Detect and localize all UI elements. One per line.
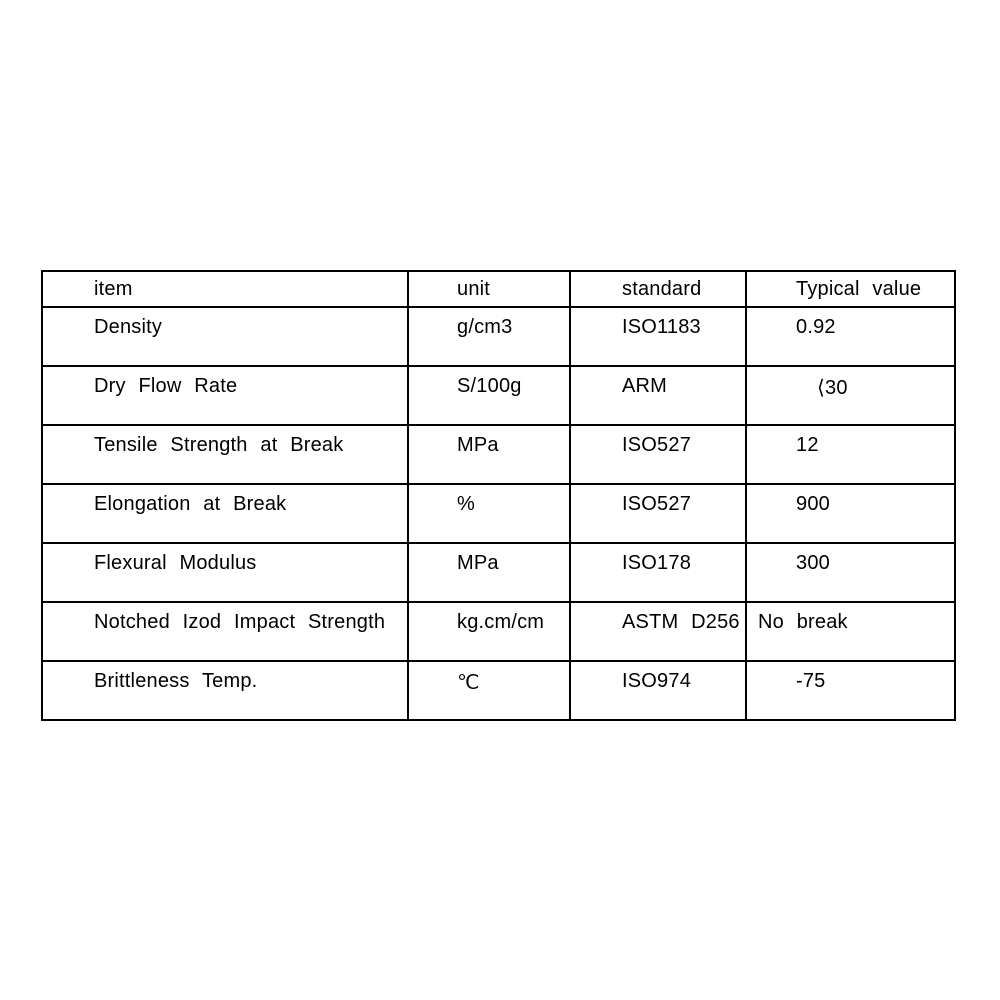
cell-r4-c3: 300 bbox=[745, 542, 956, 603]
column-header-item: item bbox=[41, 270, 409, 308]
cell-r3-c0: Elongation at Break bbox=[41, 483, 409, 544]
material-properties-table: item unit standard Typical value Density g/c… bbox=[41, 270, 956, 721]
cell-r2-c1: MPa bbox=[407, 424, 571, 485]
cell-r2-c2: ISO527 bbox=[569, 424, 747, 485]
cell-r6-c1: ℃ bbox=[407, 660, 571, 721]
cell-r1-c2: ARM bbox=[569, 365, 747, 426]
table-row: Brittleness Temp. ℃ ISO974 -75 bbox=[41, 660, 956, 721]
table-row: Density g/cm3 ISO1183 0.92 bbox=[41, 306, 956, 367]
column-header-standard: standard bbox=[569, 270, 747, 308]
cell-r0-c2: ISO1183 bbox=[569, 306, 747, 367]
table-row: Notched Izod Impact Strength kg.cm/cm ASTM… bbox=[41, 601, 956, 662]
cell-r2-c0: Tensile Strength at Break bbox=[41, 424, 409, 485]
column-header-typical-value: Typical value bbox=[745, 270, 956, 308]
cell-r1-c1: S/100g bbox=[407, 365, 571, 426]
table-row: Tensile Strength at Break MPa ISO527 12 bbox=[41, 424, 956, 485]
table-body: Density g/cm3 ISO1183 0.92 Dry Flow Rate S/10… bbox=[41, 306, 956, 721]
cell-r5-c0: Notched Izod Impact Strength bbox=[41, 601, 409, 662]
table-row: Elongation at Break% ISO527 900 bbox=[41, 483, 956, 544]
cell-r6-c0: Brittleness Temp. bbox=[41, 660, 409, 721]
cell-r3-c1: % bbox=[407, 483, 571, 544]
cell-r4-c0: Flexural Modulus bbox=[41, 542, 409, 603]
cell-r0-c1: g/cm3 bbox=[407, 306, 571, 367]
column-header-unit: unit bbox=[407, 270, 571, 308]
cell-r2-c3: 12 bbox=[745, 424, 956, 485]
cell-r5-c1: kg.cm/cm bbox=[407, 601, 571, 662]
cell-r0-c0: Density bbox=[41, 306, 409, 367]
cell-r0-c3: 0.92 bbox=[745, 306, 956, 367]
cell-r6-c3: -75 bbox=[745, 660, 956, 721]
table-row: Flexural Modulus MPa ISO178 300 bbox=[41, 542, 956, 603]
cell-r3-c2: ISO527 bbox=[569, 483, 747, 544]
cell-r6-c2: ISO974 bbox=[569, 660, 747, 721]
cell-r4-c1: MPa bbox=[407, 542, 571, 603]
cell-r1-c0: Dry Flow Rate bbox=[41, 365, 409, 426]
table-row: Dry Flow Rate S/100g ARM ⟨30 bbox=[41, 365, 956, 426]
cell-r3-c3: 900 bbox=[745, 483, 956, 544]
cell-r1-c3: ⟨30 bbox=[745, 365, 956, 426]
cell-r5-c2: ASTM D256 bbox=[569, 601, 747, 662]
cell-r5-c3: No break bbox=[745, 601, 956, 662]
header-row: item unit standard Typical value bbox=[41, 270, 956, 308]
cell-r4-c2: ISO178 bbox=[569, 542, 747, 603]
